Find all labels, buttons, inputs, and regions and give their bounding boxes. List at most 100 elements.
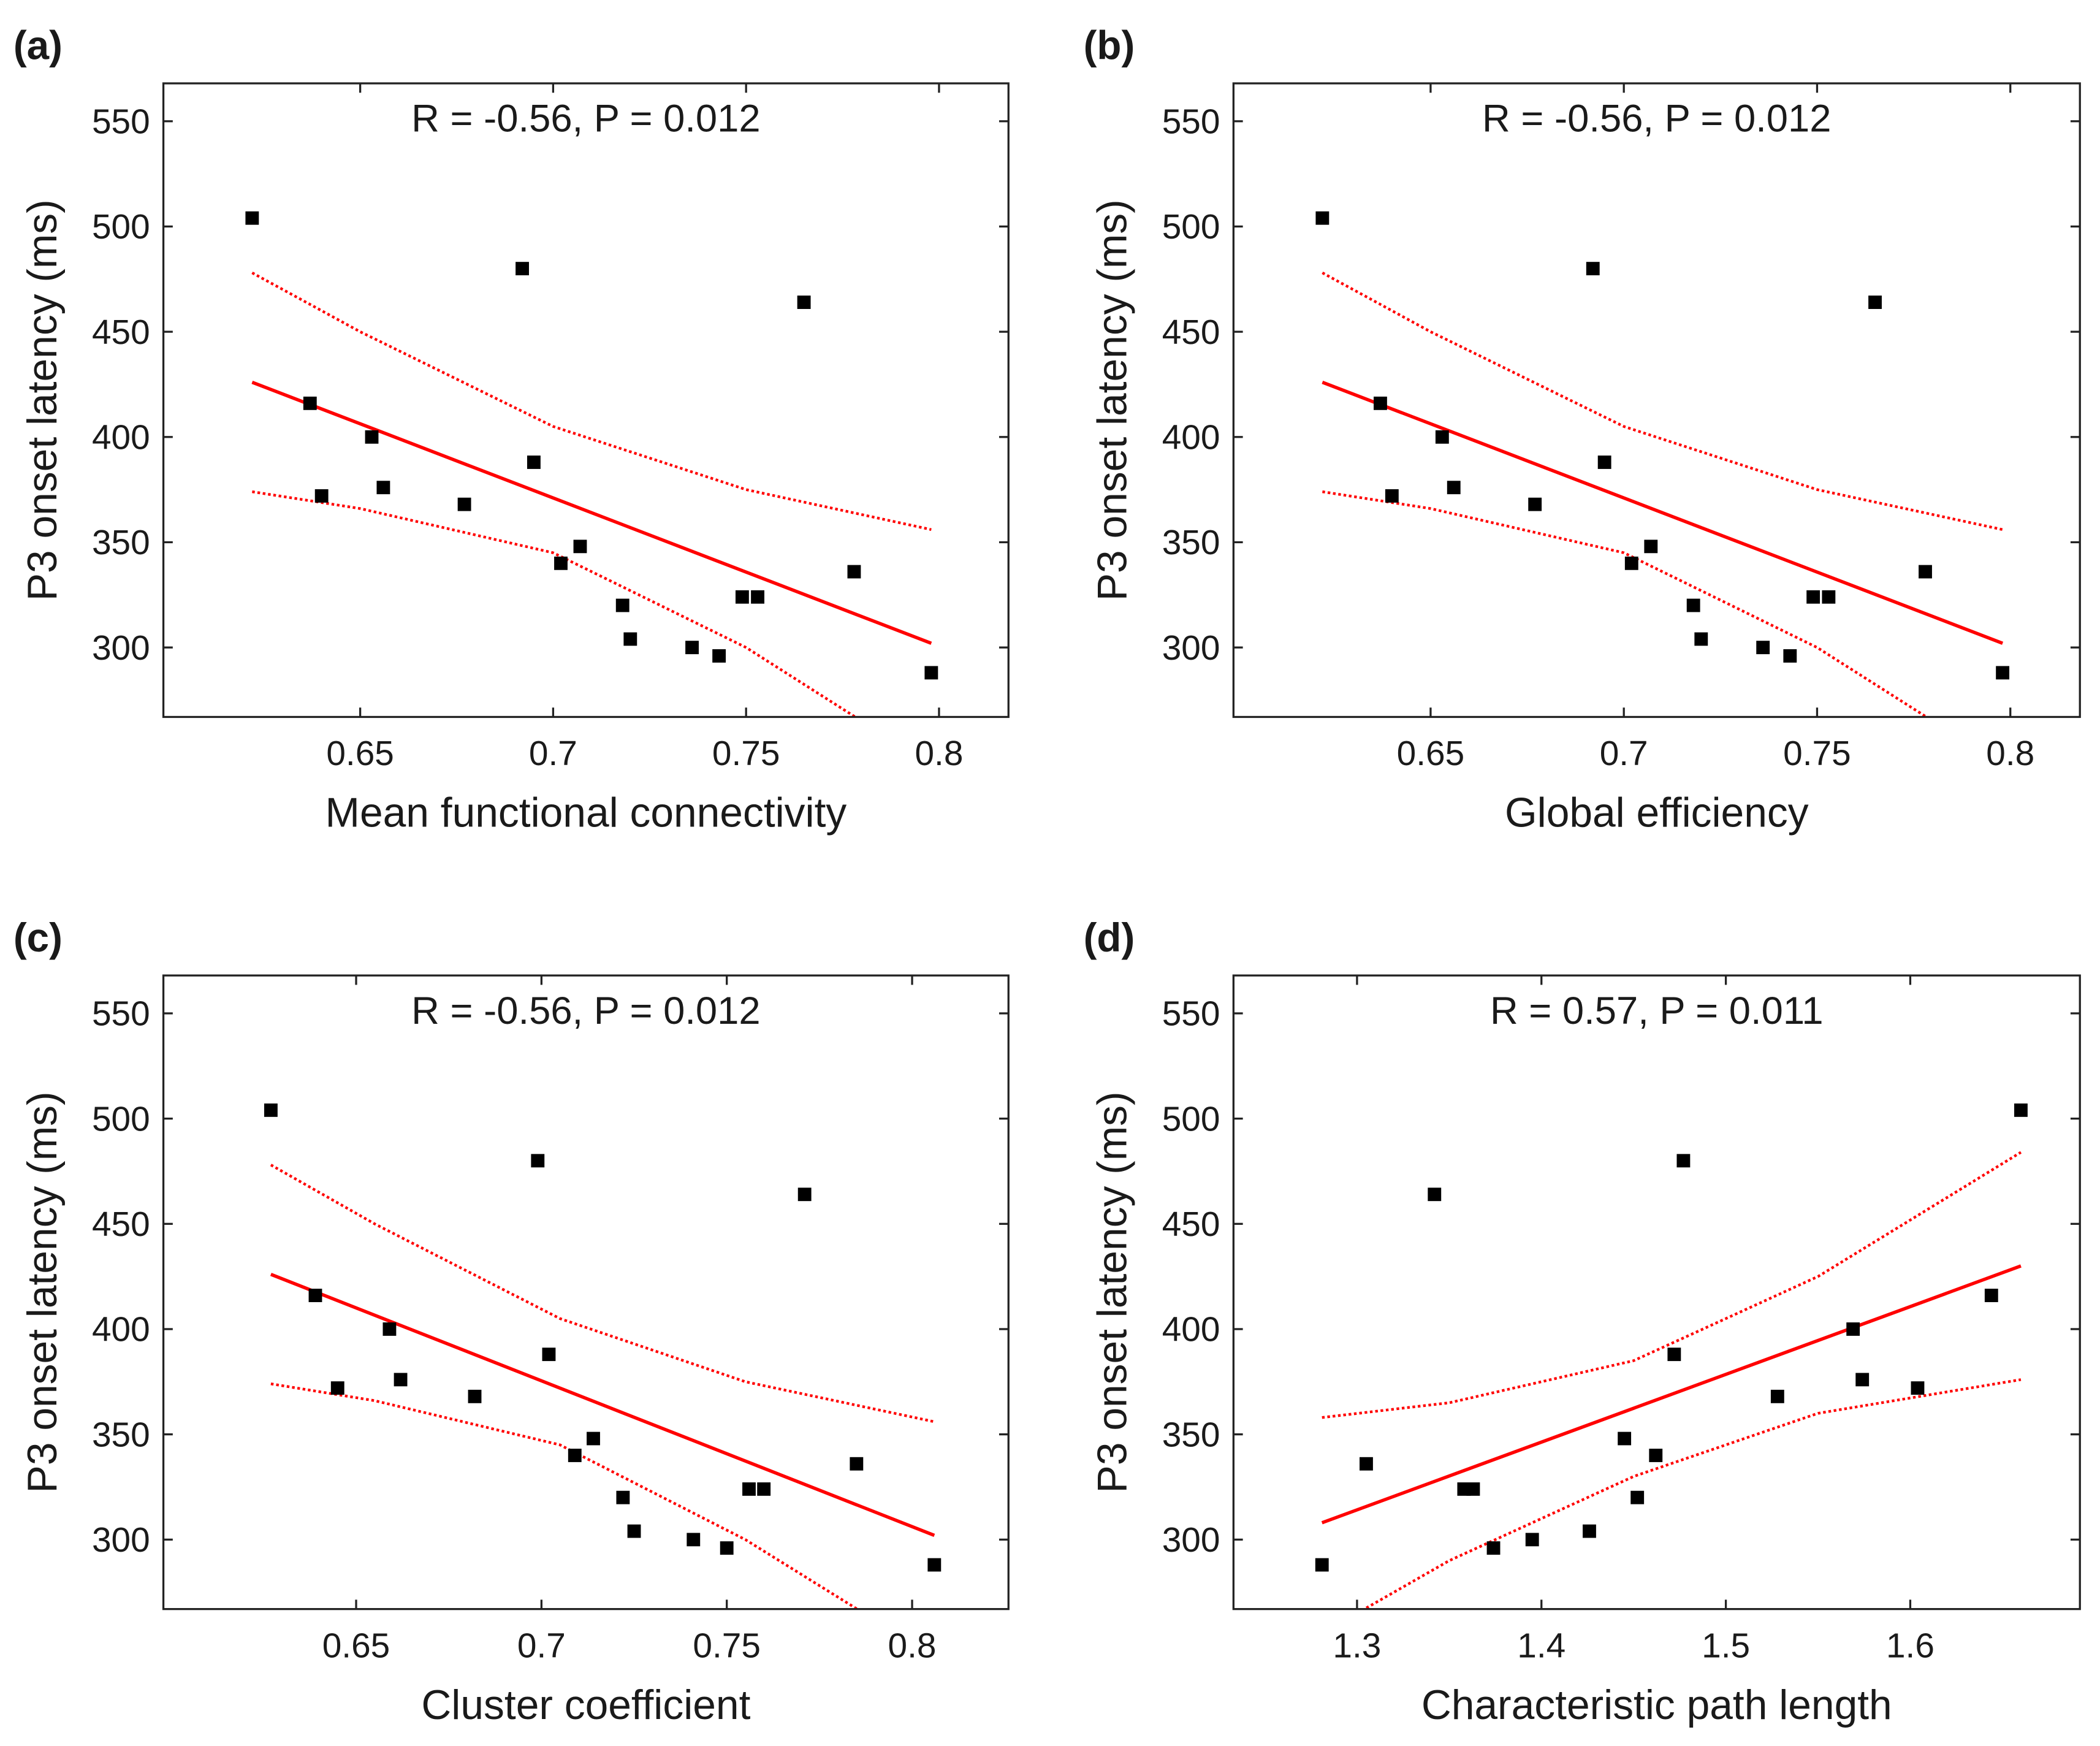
confidence-band-lower	[1361, 1378, 2022, 1609]
data-point	[527, 456, 541, 469]
panel: (c) R = -0.56, P = 0.012 Cluster coefficie…	[13, 915, 1010, 1728]
annotation: R = -0.56, P = 0.012	[1482, 97, 1831, 140]
y-axis-label: P3 onset latency (ms)	[20, 199, 66, 601]
data-point	[1806, 590, 1820, 604]
y-tick-label: 300	[92, 629, 150, 668]
data-point	[1649, 1449, 1663, 1462]
confidence-band-upper	[251, 272, 932, 532]
y-tick-label: 550	[92, 102, 150, 141]
panel: (a) R = -0.56, P = 0.012 Mean functional c…	[13, 23, 1010, 836]
y-tick-label: 350	[1162, 1416, 1220, 1454]
x-tick-label: 0.75	[712, 734, 780, 773]
data-point	[623, 632, 637, 646]
y-tick-label: 400	[92, 418, 150, 457]
confidence-band-upper	[1322, 272, 2003, 532]
x-axis-label: Global efficiency	[1505, 790, 1809, 836]
data-point	[1630, 1490, 1645, 1504]
data-point	[365, 430, 379, 444]
data-point	[1583, 1524, 1596, 1538]
data-point	[1385, 489, 1399, 503]
panel-label: (d)	[1084, 915, 1135, 960]
data-point	[797, 1188, 812, 1202]
axes-box	[162, 974, 1010, 1611]
data-point	[457, 497, 471, 511]
y-tick-label: 500	[1162, 208, 1220, 246]
data-point	[468, 1389, 482, 1403]
data-point	[264, 1103, 278, 1117]
data-point	[1846, 1322, 1860, 1336]
data-point	[382, 1322, 397, 1336]
data-point	[1855, 1373, 1870, 1387]
axes-box	[162, 82, 1010, 719]
data-point	[1528, 497, 1542, 511]
y-axis-label: P3 onset latency (ms)	[20, 1091, 66, 1493]
data-point	[542, 1348, 556, 1362]
axes-box	[1232, 974, 2081, 1611]
fit-line	[251, 380, 932, 645]
fit-line	[270, 1273, 935, 1537]
data-point	[616, 1490, 630, 1504]
confidence-band-lower	[252, 490, 858, 717]
data-point	[797, 295, 811, 309]
data-point	[1618, 1431, 1632, 1446]
data-point	[1868, 295, 1882, 309]
data-point	[531, 1154, 545, 1168]
y-tick-label: 500	[92, 208, 150, 246]
x-tick-label: 0.75	[1783, 734, 1851, 773]
confidence-band-lower	[270, 1382, 860, 1609]
data-point	[554, 556, 568, 570]
data-point	[376, 481, 390, 495]
y-tick-label: 450	[92, 313, 150, 352]
data-point	[308, 1289, 322, 1302]
fit-line	[1321, 1264, 2022, 1525]
data-point	[1525, 1533, 1539, 1547]
y-tick-label: 500	[1162, 1100, 1220, 1138]
x-tick-label: 0.7	[1600, 734, 1648, 773]
data-point	[245, 211, 259, 225]
data-point	[720, 1541, 734, 1555]
panel-label: (c)	[13, 915, 63, 960]
data-point	[927, 1558, 942, 1572]
y-tick-label: 450	[1162, 313, 1220, 352]
x-tick-label: 0.65	[322, 1626, 390, 1665]
data-point	[735, 590, 749, 604]
data-point	[330, 1381, 344, 1395]
confidence-band-lower	[1322, 490, 1929, 717]
data-point	[1911, 1381, 1925, 1395]
data-point	[568, 1449, 582, 1462]
data-point	[1694, 632, 1708, 646]
data-point	[1624, 556, 1638, 570]
data-point	[1919, 565, 1932, 579]
y-tick-label: 550	[92, 995, 150, 1034]
annotation: R = -0.56, P = 0.012	[411, 97, 760, 140]
y-tick-label: 500	[92, 1100, 150, 1138]
x-tick-label: 1.6	[1886, 1626, 1935, 1665]
data-point	[1686, 598, 1700, 612]
axes-box	[1232, 82, 2081, 719]
data-point	[515, 262, 529, 276]
y-tick-label: 350	[92, 1416, 150, 1454]
y-tick-label: 300	[1162, 629, 1220, 668]
y-tick-label: 400	[1162, 418, 1220, 457]
panel-label: (a)	[13, 23, 63, 68]
x-tick-label: 0.7	[529, 734, 577, 773]
data-point	[303, 396, 317, 410]
confidence-band-upper	[270, 1164, 935, 1424]
x-axis-label: Cluster coefficient	[421, 1682, 750, 1728]
data-point	[1644, 539, 1658, 554]
data-point	[1428, 1188, 1442, 1202]
data-point	[847, 565, 861, 579]
data-point	[573, 539, 587, 554]
x-tick-label: 1.5	[1702, 1626, 1750, 1665]
panel: (b) R = -0.56, P = 0.012 Global efficiency…	[1084, 23, 2081, 836]
data-point	[627, 1524, 641, 1538]
data-point	[712, 649, 726, 663]
data-point	[394, 1373, 408, 1387]
data-point	[1756, 641, 1770, 655]
data-point	[757, 1482, 771, 1496]
data-point	[742, 1482, 756, 1496]
data-point	[1676, 1154, 1691, 1168]
x-axis-label: Characteristic path length	[1421, 1682, 1892, 1728]
data-point	[1667, 1348, 1681, 1362]
